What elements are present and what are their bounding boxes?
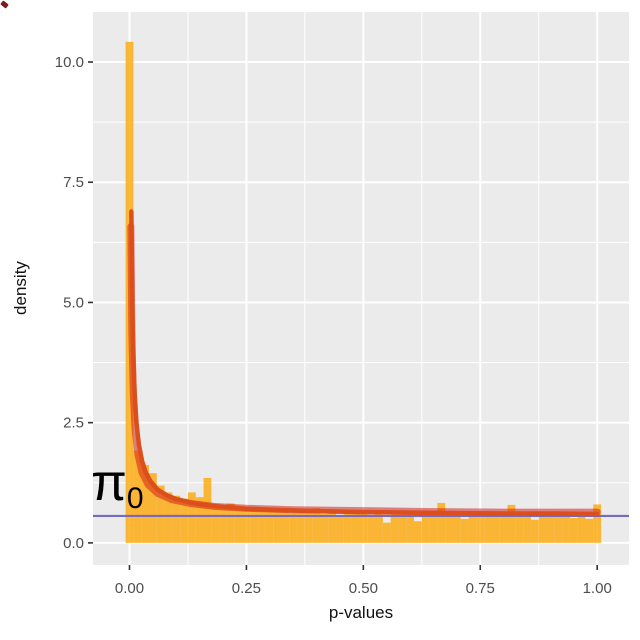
histogram-bar [133, 450, 142, 543]
y-tick-label: 2.5 [63, 415, 84, 432]
histogram-bar [367, 514, 376, 543]
histogram-bar [562, 514, 570, 543]
y-tick-label: 7.5 [63, 174, 84, 191]
histogram-bar [414, 521, 422, 543]
y-axis-title: density [11, 261, 30, 315]
histogram-bar [437, 502, 446, 543]
histogram-bar [328, 511, 337, 543]
histogram-bar [382, 522, 391, 543]
histogram-bar [148, 473, 157, 543]
histogram-bar [156, 485, 165, 543]
y-tick-label: 0.0 [63, 535, 84, 552]
histogram-bar [523, 513, 531, 543]
histogram-bar [258, 509, 266, 543]
histogram-bar [554, 513, 563, 543]
histogram-bar [250, 506, 259, 543]
x-tick-label: 0.00 [115, 580, 144, 597]
y-tick-label: 5.0 [63, 294, 84, 311]
histogram-bar [242, 510, 251, 543]
histogram-bar [468, 513, 477, 543]
x-tick-label: 1.00 [583, 580, 612, 597]
histogram-bar [164, 492, 173, 543]
histogram-bar [289, 513, 298, 543]
x-tick-label: 0.25 [232, 580, 261, 597]
histogram-bar [484, 511, 492, 543]
histogram-bar [375, 513, 383, 543]
histogram-bar [265, 511, 274, 543]
gridlines-minor [93, 12, 629, 565]
histogram-bar [406, 514, 415, 543]
histogram-bar [351, 513, 360, 543]
panel-background [93, 12, 629, 565]
histogram-bar [538, 514, 547, 543]
y-tick-labels: 0.0 2.5 5.0 7.5 10.0 [55, 54, 84, 552]
y-tick-label: 10.0 [55, 54, 84, 71]
pi0-annotation: π0 [91, 454, 144, 515]
histogram-bar [141, 464, 149, 543]
histogram-bar [530, 519, 539, 543]
histogram-bar [312, 508, 321, 543]
histogram-bar [219, 508, 227, 543]
histogram-bar [452, 516, 461, 543]
x-tick-label: 0.75 [466, 580, 495, 597]
histogram-bar [546, 516, 555, 543]
histogram-bar [203, 477, 212, 543]
histogram-bar [421, 513, 430, 543]
histogram-bar [585, 518, 594, 543]
histogram-bar [180, 498, 188, 543]
histogram-bar [297, 509, 305, 543]
histogram-bar [187, 492, 196, 543]
histogram-bar [281, 510, 290, 543]
pi-symbol: π [91, 454, 127, 512]
histogram-bar [460, 518, 469, 543]
histogram-bar [390, 514, 399, 543]
histogram-bar [172, 495, 181, 543]
histogram-bar [593, 504, 602, 543]
histogram-bar [429, 514, 438, 543]
histogram-bar [226, 503, 235, 543]
histogram-bar [507, 504, 516, 543]
x-tick-label: 0.50 [349, 580, 378, 597]
histogram-bar [211, 505, 220, 543]
histogram-bar [515, 514, 524, 543]
x-axis-title: p-values [329, 603, 393, 622]
axis-tick-marks [88, 61, 598, 570]
histogram-bar [195, 497, 204, 543]
histogram-bar [569, 517, 578, 543]
x-tick-labels: 0.00 0.25 0.50 0.75 1.00 [115, 580, 612, 597]
histogram-bar [320, 514, 329, 543]
histogram-bar [476, 514, 485, 543]
histogram-bar [343, 510, 352, 543]
histogram-bar [273, 508, 282, 543]
histogram-bar [336, 514, 344, 543]
histogram-bar [445, 514, 453, 543]
histogram-bar [499, 516, 508, 543]
histogram-bar [577, 514, 586, 543]
histogram-bar [398, 511, 407, 543]
density-solid-curve-group [129, 209, 600, 517]
density-solid-curve [129, 209, 600, 517]
pi-subscript: 0 [127, 482, 144, 515]
histogram-bar [491, 514, 500, 543]
histogram-bar [359, 511, 368, 543]
histogram-bar [304, 511, 313, 543]
histogram-bar [234, 506, 243, 543]
